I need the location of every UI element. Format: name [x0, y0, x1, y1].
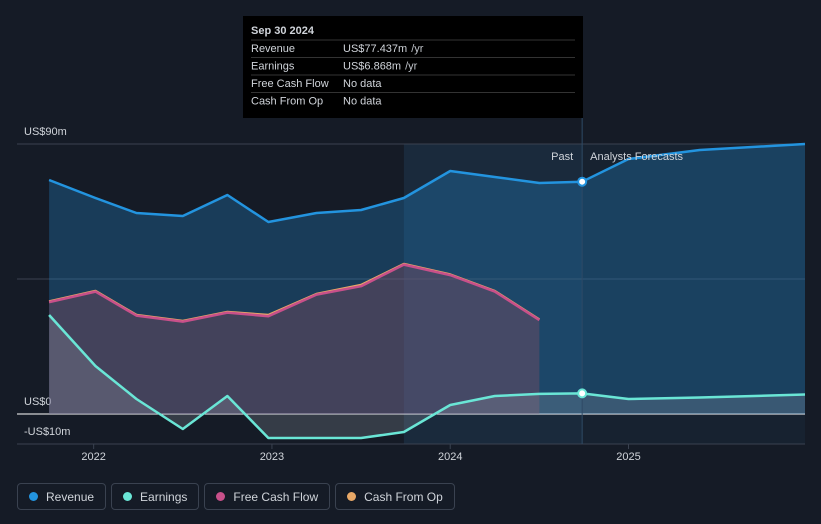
legend-item[interactable]: Earnings — [111, 483, 200, 510]
tooltip-value: US$6.868m/yr — [343, 60, 418, 72]
tooltip-value-text: US$6.868m — [343, 60, 401, 72]
tooltip-value: No data — [343, 78, 382, 90]
tooltip-label: Earnings — [251, 60, 295, 72]
series-line — [48, 314, 806, 440]
tooltip-value: US$77.437m/yr — [343, 43, 424, 55]
legend-label: Free Cash Flow — [233, 489, 319, 504]
series-area — [49, 264, 540, 414]
tooltip-label: Cash From Op — [251, 95, 323, 107]
legend-swatch — [123, 492, 133, 501]
series-line — [48, 263, 541, 323]
tooltip-date: Sep 30 2024 — [251, 25, 315, 37]
series-line — [48, 142, 806, 224]
past-label: Past — [551, 151, 573, 163]
tooltip: Sep 30 2024 Revenue US$77.437m/yr Earnings U… — [243, 16, 583, 118]
legend-item[interactable]: Free Cash Flow — [204, 483, 331, 510]
x-tick-label: 2022 — [81, 451, 105, 463]
legend-swatch — [216, 492, 226, 501]
hover-marker — [577, 176, 588, 187]
series-area — [49, 144, 805, 414]
tooltip-value-text: US$77.437m — [343, 43, 407, 55]
y-tick-label: US$0 — [24, 396, 52, 408]
legend-label: Cash From Op — [364, 489, 443, 504]
x-tick-label: 2024 — [438, 451, 462, 463]
tooltip-box — [243, 16, 583, 118]
hover-marker — [577, 388, 588, 399]
legend-label: Revenue — [46, 489, 95, 504]
x-tick-label: 2025 — [616, 451, 640, 463]
chart: US$90m US$0 -US$10m 2022 2023 2024 2025 Past Ana… — [17, 16, 806, 463]
tooltip-unit: /yr — [411, 43, 424, 55]
tooltip-label: Free Cash Flow — [251, 78, 329, 90]
legend-label: Earnings — [140, 489, 188, 504]
forecast-label: Analysts Forecasts — [590, 151, 683, 163]
tooltip-value: No data — [343, 95, 382, 107]
legend-swatch — [29, 492, 38, 501]
legend: Revenue Earnings Free Cash Flow Cash From O… — [17, 483, 455, 510]
legend-item[interactable]: Revenue — [17, 483, 107, 510]
forecast-region — [582, 144, 805, 444]
legend-item[interactable]: Cash From Op — [335, 483, 455, 510]
tooltip-value-text: No data — [343, 95, 382, 107]
legend-swatch — [347, 492, 357, 501]
x-tick-label: 2023 — [260, 451, 284, 463]
tooltip-label: Revenue — [251, 43, 295, 55]
y-tick-label: US$90m — [24, 126, 67, 138]
series-area — [49, 264, 540, 414]
tooltip-value-text: No data — [343, 78, 382, 90]
tooltip-unit: /yr — [405, 60, 418, 72]
y-tick-label: -US$10m — [24, 426, 70, 438]
